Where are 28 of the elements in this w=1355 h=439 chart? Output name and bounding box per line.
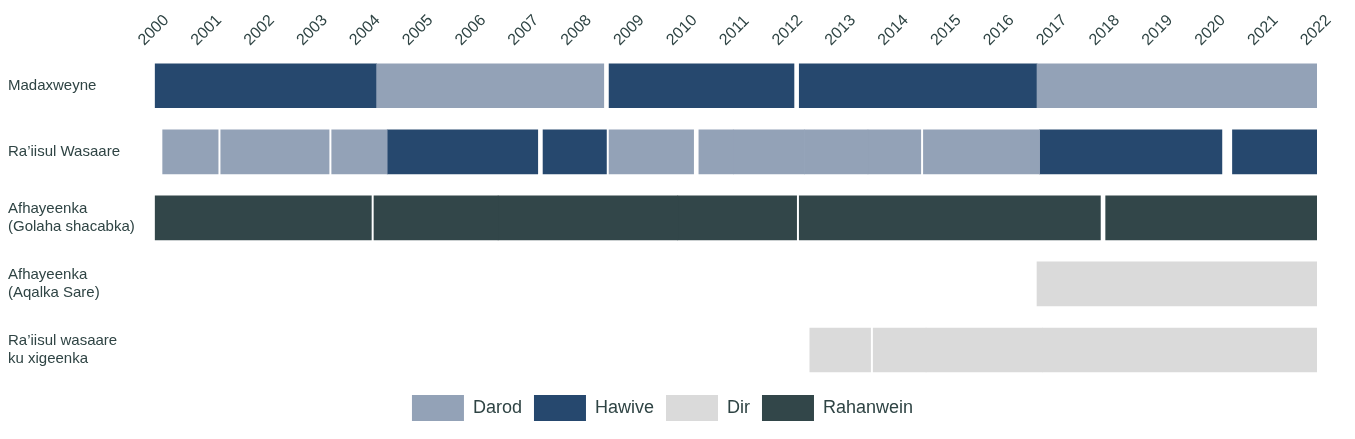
legend-label: Hawive bbox=[594, 396, 655, 417]
y-tick-label: Afhayeenka (Golaha shacabka) bbox=[8, 199, 135, 235]
bar bbox=[608, 63, 795, 109]
bar bbox=[798, 63, 1038, 109]
y-tick-label: Afhayeenka (Aqalka Sare) bbox=[8, 265, 100, 301]
bar bbox=[608, 129, 694, 175]
legend-label: Darod bbox=[472, 396, 522, 417]
legend-label: Rahanwein bbox=[822, 396, 914, 417]
y-tick-label: Madaxweyne bbox=[8, 75, 97, 93]
bar bbox=[923, 129, 1040, 175]
bar bbox=[1039, 129, 1223, 175]
bar bbox=[386, 129, 539, 175]
bar bbox=[376, 63, 605, 109]
bar bbox=[809, 327, 871, 373]
bar bbox=[1232, 129, 1317, 175]
bar bbox=[154, 195, 372, 241]
bar bbox=[220, 129, 330, 175]
bar bbox=[1036, 63, 1317, 109]
bar bbox=[1105, 195, 1317, 241]
bar bbox=[162, 129, 219, 175]
bar bbox=[154, 63, 377, 109]
y-tick-label: Ra’iisul Wasaare bbox=[8, 141, 120, 159]
bar bbox=[1036, 261, 1317, 307]
bar bbox=[542, 129, 607, 175]
bar bbox=[798, 195, 1101, 241]
y-tick-label: Ra’iisul wasaare ku xigeenka bbox=[8, 331, 118, 367]
legend-label: Dir bbox=[727, 396, 750, 417]
bar bbox=[331, 129, 388, 175]
